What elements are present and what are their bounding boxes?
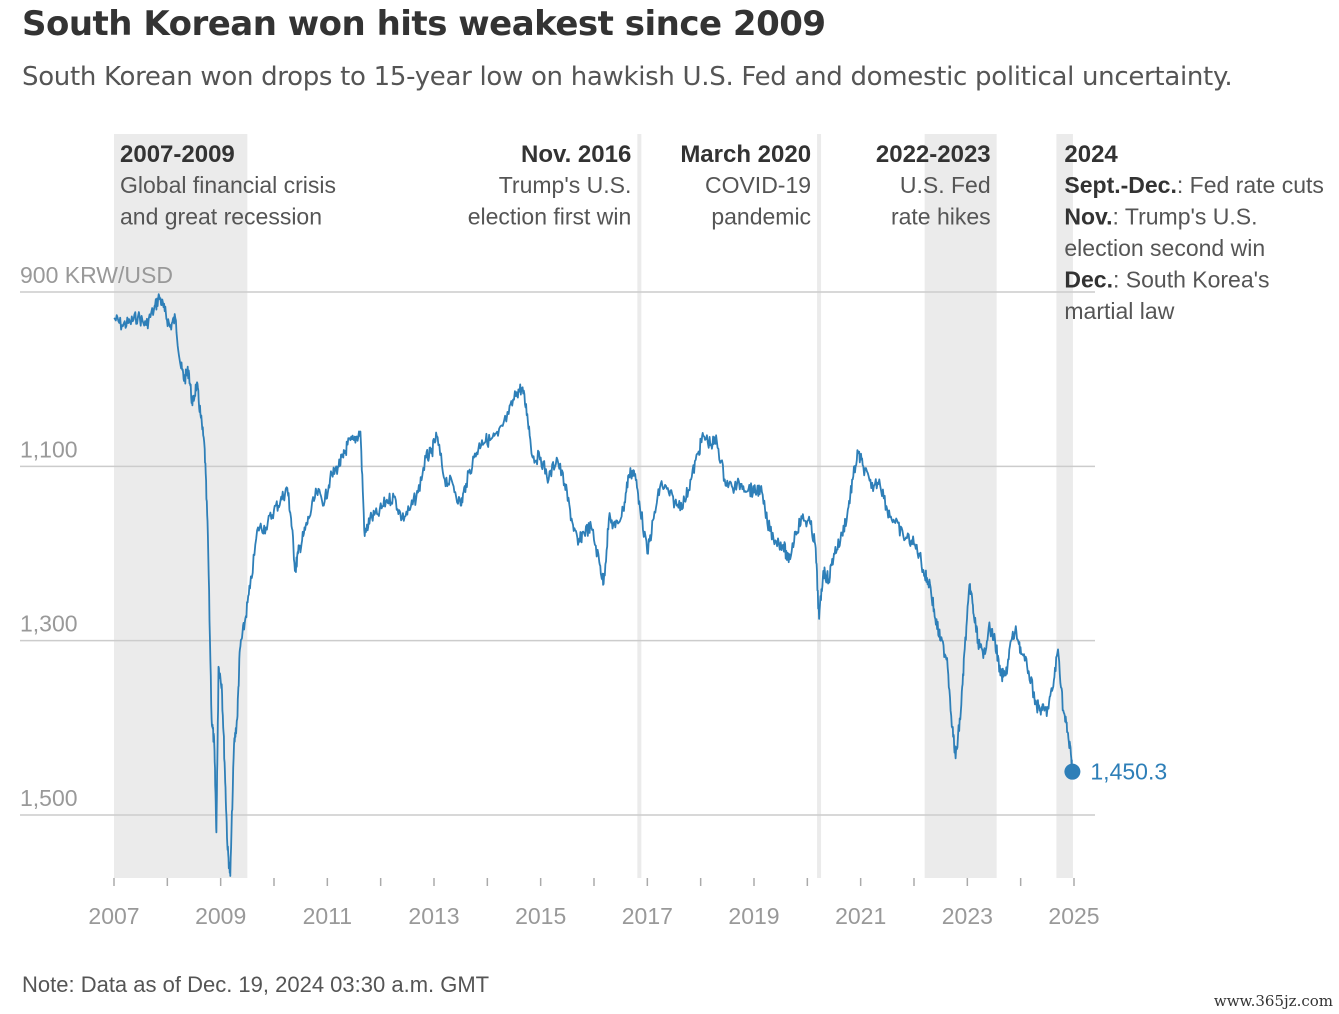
y-tick-label: 1,100: [20, 436, 78, 462]
shaded-period: [924, 134, 997, 878]
last-value-label: 1,450.3: [1090, 759, 1167, 785]
x-tick-label: 2011: [303, 903, 352, 929]
annotation-text: Nov.: Trump's U.S.: [1064, 204, 1257, 230]
annotation-text: Sept.-Dec.: Fed rate cuts: [1064, 172, 1324, 198]
x-tick-label: 2019: [728, 903, 779, 929]
x-tick-label: 2017: [622, 903, 673, 929]
annotation-heading: 2007-2009: [120, 141, 235, 168]
x-tick-label: 2009: [195, 903, 246, 929]
annotation-text: U.S. Fed: [900, 172, 991, 198]
y-tick-label: 1,300: [20, 611, 78, 637]
annotation-heading: March 2020: [680, 141, 811, 168]
chart-subtitle: South Korean won drops to 15-year low on…: [22, 62, 1233, 92]
last-value-dot: [1064, 763, 1081, 780]
annotation-text: election first win: [468, 204, 632, 230]
y-tick-label: 1,500: [20, 785, 78, 811]
annotation-text: and great recession: [120, 204, 322, 230]
series: 1,450.3: [113, 293, 1167, 877]
footnote: Note: Data as of Dec. 19, 2024 03:30 a.m…: [22, 972, 490, 997]
shaded-period: [1056, 134, 1073, 878]
annotation-text: election second win: [1064, 235, 1265, 261]
shaded-periods: [114, 134, 1073, 878]
annotation-heading: 2022-2023: [876, 141, 991, 168]
gridlines: [20, 291, 1095, 816]
annotation-text: Dec.: South Korea's: [1064, 267, 1269, 293]
x-tick-label: 2007: [88, 903, 139, 929]
watermark: www.365jz.com: [1213, 992, 1333, 1010]
x-tick-label: 2021: [835, 903, 886, 929]
x-tick-label: 2015: [515, 903, 566, 929]
annotation-text: Global financial crisis: [120, 172, 336, 198]
annotation-text: rate hikes: [891, 204, 991, 230]
annotation-text: martial law: [1064, 298, 1174, 324]
x-tick-label: 2013: [408, 903, 459, 929]
annotation-text: Trump's U.S.: [499, 172, 632, 198]
y-tick-label: 900 KRW/USD: [20, 262, 173, 288]
chart-title: South Korean won hits weakest since 2009: [22, 4, 826, 44]
series-line: [113, 293, 1074, 877]
x-tick-label: 2025: [1048, 903, 1099, 929]
shaded-period: [114, 134, 248, 878]
annotation-heading: 2024: [1064, 141, 1118, 168]
annotation-heading: Nov. 2016: [521, 141, 631, 168]
y-axis-labels: 900 KRW/USD 1,100 1,300 1,500: [20, 262, 173, 811]
event-lines: [637, 134, 822, 878]
annotations: 2007-2009 Global financial crisis and grea…: [120, 141, 1324, 324]
x-tick-label: 2023: [942, 903, 993, 929]
annotation-text: COVID-19: [705, 172, 811, 198]
x-axis: 2007 2009 2011 2013 2015 2017 2019 2021 2023 2025: [88, 878, 1100, 929]
annotation-text: pandemic: [711, 204, 811, 230]
